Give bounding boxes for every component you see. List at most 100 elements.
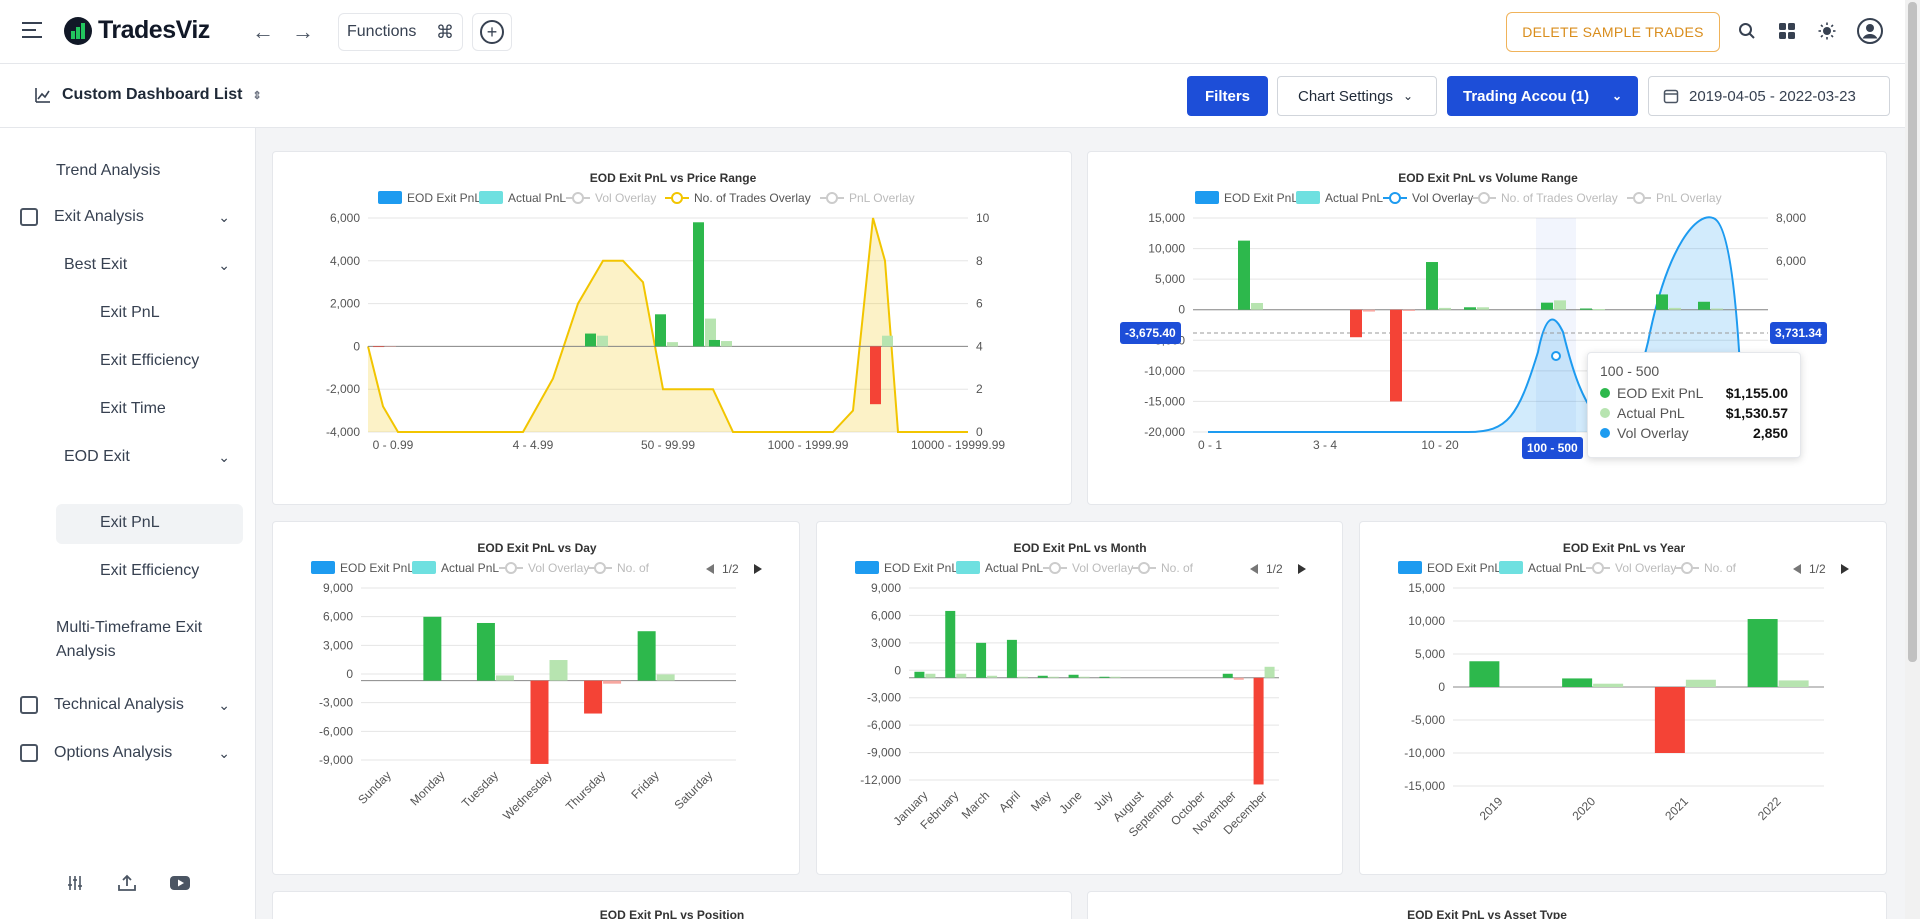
y-tick-label: -15,000 [1404,779,1445,793]
bar-eod-exit-pnl [1037,675,1048,678]
sidebar-item-technical-analysis[interactable]: Technical Analysis ⌄ [20,696,230,714]
sidebar-item-eod-exit[interactable]: EOD Exit ⌄ [64,448,230,466]
x-tick-label: 4 - 4.99 [513,438,554,452]
year-chart[interactable]: EOD Exit PnL vs Year 15,000 10,000 5,000 0 -5… [1360,522,1888,876]
y-tick-label: -3,000 [867,691,901,705]
trading-account-select[interactable]: Trading Accou (1) ⌄ [1447,76,1638,116]
x-tick-label: 3 - 4 [1313,438,1337,452]
chart-card-position: EOD Exit PnL vs Position [272,891,1072,919]
date-range-picker[interactable]: 2019-04-05 - 2022-03-23 [1648,76,1890,116]
sidebar-item-best-exit-time[interactable]: Exit Time [100,400,166,417]
sidebar-item-label: Options Analysis [54,744,173,761]
logo-icon [64,16,92,45]
sidebar-item-trend-analysis[interactable]: Trend Analysis [56,162,161,179]
bar-actual-pnl [1264,666,1275,678]
y-tick-label: -5,000 [1411,713,1445,727]
bar-eod-exit-pnl [476,622,495,681]
y-tick-label: 0 [1438,680,1445,694]
legend-swatch [311,561,335,574]
bar-eod-exit-pnl [530,680,549,764]
legend-swatch [412,561,436,574]
grid-icon[interactable] [1776,20,1798,42]
sidebar-item-best-exit-efficiency[interactable]: Exit Efficiency [100,352,200,369]
command-icon: ⌘ [436,21,454,42]
legend-swatch [1195,191,1219,204]
bar-eod-exit-pnl [1099,676,1110,678]
chart-settings-button[interactable]: Chart Settings ⌄ [1277,76,1437,116]
dashboard-list-selector[interactable]: Custom Dashboard List ⇕ [34,86,262,104]
bar-eod-exit-pnl [1253,677,1264,785]
y-tick-label: 15,000 [1408,581,1445,595]
app-logo[interactable]: TradesViz [64,16,210,45]
chart-title: EOD Exit PnL vs Day [477,541,596,555]
bar-eod-exit-pnl [1238,240,1250,310]
menu-icon[interactable] [22,22,42,38]
sidebar-item-best-exit-pnl[interactable]: Exit PnL [100,304,160,321]
functions-button[interactable]: Functions ⌘ [338,13,463,51]
bar-actual-pnl [987,675,998,678]
bar-eod-exit-pnl [1747,619,1778,687]
y-tick-label: -6,000 [867,718,901,732]
y-tick-label: -10,000 [1404,746,1445,760]
bar-eod-exit-pnl [423,616,442,681]
y-tick-label: -6,000 [319,724,353,738]
x-tick-label: 1000 - 1999.99 [768,438,849,452]
scrollbar-thumb[interactable] [1908,2,1917,662]
upload-icon[interactable] [117,874,137,897]
bar-actual-pnl [1017,676,1028,678]
bar-eod-exit-pnl [584,680,603,714]
sliders-icon[interactable] [66,874,84,897]
bar-eod-exit-pnl [1469,661,1500,687]
bar-eod-exit-pnl [1390,309,1402,402]
chart-card-day: EOD Exit PnL vs Day 9,000 6,000 3,000 0 -3,00… [272,521,800,875]
legend-label: Vol Overlay [528,561,589,575]
y-tick-label: 6,000 [871,608,901,622]
sidebar-item-eod-exit-pnl[interactable]: Exit PnL [100,514,160,531]
y-tick-label: 9,000 [871,581,901,595]
price-range-chart[interactable]: EOD Exit PnL vs Price Range 6,000 4,000 2,0… [273,152,1073,506]
add-button[interactable]: + [472,13,512,51]
chevron-down-icon: ⌄ [1403,89,1414,103]
chart-title: EOD Exit PnL vs Year [1563,541,1686,555]
theme-toggle-icon[interactable] [1816,20,1838,42]
sidebar-item-exit-analysis[interactable]: Exit Analysis ⌄ [20,208,230,226]
chart-title: EOD Exit PnL vs Price Range [590,171,757,185]
filters-button[interactable]: Filters [1187,76,1268,116]
day-chart[interactable]: EOD Exit PnL vs Day 9,000 6,000 3,000 0 -3,00… [273,522,801,876]
legend-prev-arrow [1250,564,1258,574]
month-chart[interactable]: EOD Exit PnL vs Month 9,000 6,000 3,000 0 -3,… [817,522,1344,876]
bar-eod-exit-pnl [1426,262,1438,310]
bar-actual-pnl [1711,308,1723,310]
chevron-down-icon: ⌄ [218,744,230,761]
back-arrow-icon[interactable]: ← [252,19,274,44]
search-icon[interactable] [1736,20,1758,42]
y-tick-label: 15,000 [1148,211,1185,225]
legend-marker [1389,192,1401,204]
y-tick-label: 3,000 [871,636,901,650]
y-tick-label: 5,000 [1415,647,1445,661]
youtube-icon[interactable] [170,875,190,896]
sidebar-item-multi-timeframe[interactable]: Multi-Timeframe Exit Analysis [56,616,202,664]
legend-page: 1/2 [1809,562,1826,576]
bar-actual-pnl [1685,679,1716,687]
delete-sample-trades-button[interactable]: DELETE SAMPLE TRADES [1506,12,1720,52]
x-tick-label: 2022 [1755,794,1784,823]
x-tick-label: 2021 [1662,794,1691,823]
functions-label: Functions [347,23,417,40]
bar-actual-pnl [1439,307,1451,310]
y2-tick-label: 6,000 [1776,254,1806,268]
plus-icon: + [480,20,504,44]
x-tick-label: May [1028,788,1054,814]
x-tick-label: 2020 [1569,794,1598,823]
tooltip-row: Actual PnL $1,530.57 [1600,405,1788,421]
tooltip-label: EOD Exit PnL [1617,385,1704,401]
user-avatar-icon[interactable] [1857,18,1883,44]
sidebar-item-eod-exit-efficiency[interactable]: Exit Efficiency [100,562,200,579]
x-tick-label: March [959,788,992,821]
bar-eod-exit-pnl [373,346,384,348]
x-tick-label: Wednesday [500,768,555,823]
forward-arrow-icon[interactable]: → [292,19,314,44]
sidebar-item-best-exit[interactable]: Best Exit ⌄ [64,256,230,274]
page-scrollbar[interactable] [1905,0,1920,919]
sidebar-item-options-analysis[interactable]: Options Analysis ⌄ [20,744,230,762]
